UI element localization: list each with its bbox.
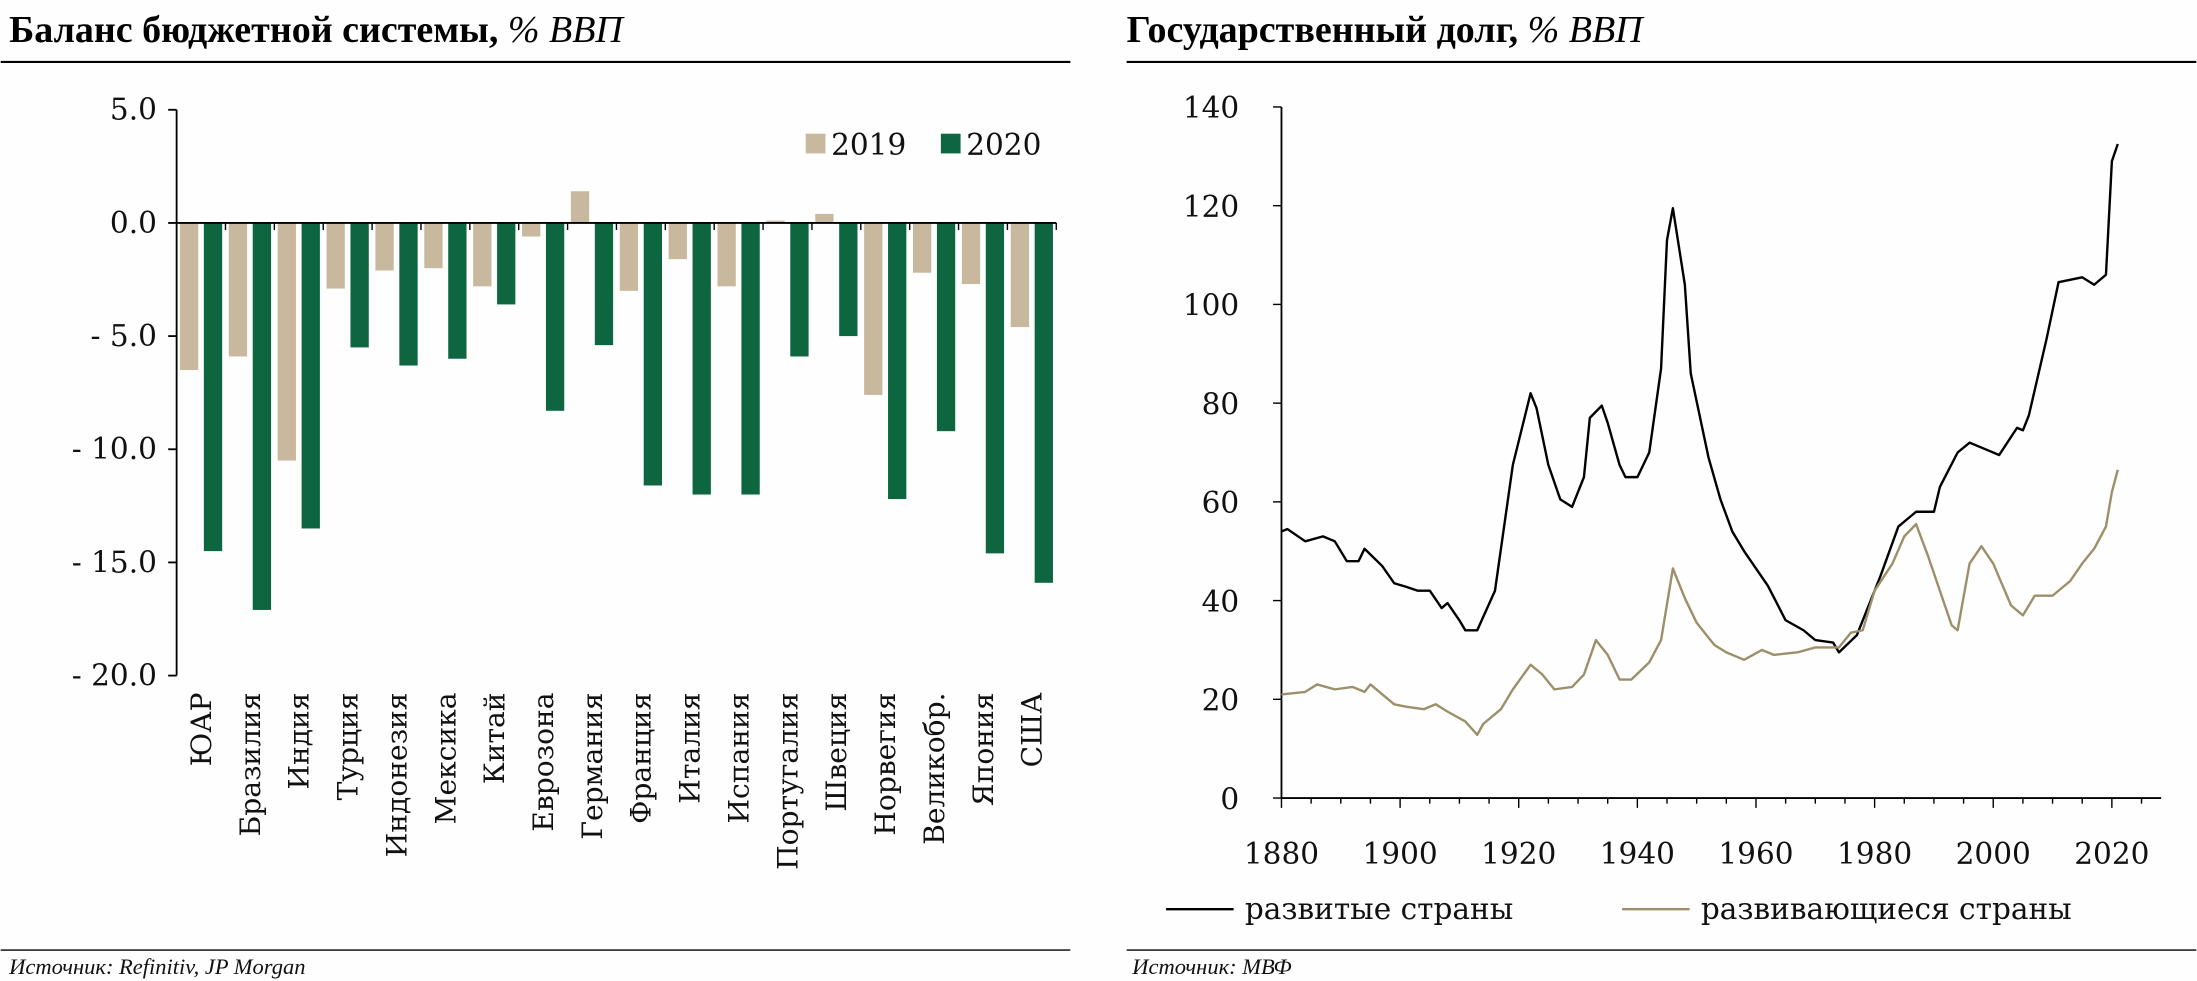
category-label: Еврозона [527,692,560,831]
bar-2020-Великобр. [936,222,956,432]
x-tick-label: 1960 [1718,837,1793,871]
x-tick-label: 2000 [1956,837,2031,871]
y-tick-label: 5.0 [110,93,157,127]
y-tick-label: 0.0 [110,206,157,240]
bar-2019-Германия [570,191,590,223]
y-tick-label: - 20.0 [72,658,157,692]
legend-label-developing: развивающиеся страны [1701,892,2072,926]
category-label: Великобр. [918,692,951,844]
bar-2019-Великобр. [912,222,932,273]
bar-2019-ЮАР [179,222,199,371]
category-label: Турция [332,692,365,800]
bar-2020-Германия [594,222,614,346]
bar-2020-Бразилия [252,222,272,610]
bar-2019-Индия [277,222,296,461]
bar-2020-Турция [350,222,369,348]
bar-2020-Мексика [448,222,467,359]
legend-label-2020: 2020 [966,128,1041,162]
bar-2020-Китай [497,222,516,305]
x-tick-label: 2020 [2074,837,2149,871]
category-label: Португалия [771,692,804,869]
budget-chart-title: Баланс бюджетной системы, % ВВП [9,9,625,51]
category-label: Мексика [429,692,462,824]
bar-2019-Еврозона [522,222,541,237]
y-tick-label: - 5.0 [91,319,157,353]
category-label: Бразилия [234,692,267,836]
bar-2019-Норвегия [864,222,883,395]
bar-2020-Франция [643,222,662,486]
bar-2019-Бразилия [228,222,248,357]
series-line-developing [1281,469,2119,737]
y-tick-label: 20 [1202,684,1240,718]
x-tick-label: 1920 [1481,837,1556,871]
category-label: Испания [722,692,755,823]
bar-2019-США [1010,222,1030,328]
bar-2020-ЮАР [203,222,223,552]
x-tick-label: 1980 [1837,837,1912,871]
y-tick-label: 120 [1183,190,1239,224]
debt-source: Источник: МВФ [1131,954,1291,979]
bar-2019-Португалия [766,220,785,223]
bar-2020-Испания [741,222,760,495]
category-label: Индия [283,692,316,789]
debt-chart-title: Государственный долг, % ВВП [1127,9,1646,51]
category-label: США [1016,692,1049,768]
y-tick-label: - 15.0 [72,545,157,579]
bar-2020-Швеция [839,222,858,337]
legend: развитые страны развивающиеся страны [1166,892,2072,926]
category-label: Швеция [820,692,853,811]
y-tick-label: 100 [1183,289,1239,323]
bar-2020-США [1034,222,1053,583]
bar-2020-Япония [985,222,1005,554]
legend-swatch-2019 [805,133,826,154]
bar-2019-Турция [326,222,345,289]
legend-label-2019: 2019 [831,128,906,162]
bar-2019-Франция [619,222,639,291]
bar-2019-Швеция [815,213,834,223]
bar-chart: 5.0 0.0 - 5.0 - 10.0 - 15.0 - 20.0 ЮАР Бразилия… [72,93,1057,870]
debt-panel: Государственный долг, % ВВП 0 20 40 60 80 100… [1127,9,2197,979]
x-tick-label: 1880 [1244,837,1319,871]
y-tick-label: 60 [1202,486,1240,520]
bar-2019-Мексика [424,222,443,269]
legend-swatch-2020 [940,133,961,154]
budget-source: Источник: Refinitiv, JP Morgan [8,954,305,979]
bar-2019-Испания [717,222,736,287]
bar-2020-Италия [692,222,711,495]
bar-2020-Еврозона [545,222,565,411]
category-label: Индонезия [380,692,413,857]
category-label: ЮАР [185,692,218,766]
bar-2020-Португалия [790,222,809,357]
category-label: Германия [576,692,609,839]
category-label: Франция [625,692,658,823]
x-tick-label: 1900 [1362,837,1437,871]
bar-2019-Италия [668,222,687,260]
y-tick-label: 80 [1202,387,1240,421]
bar-2019-Китай [473,222,492,287]
y-tick-label: 40 [1202,585,1240,619]
bar-2019-Япония [961,222,981,285]
bar-2020-Норвегия [888,222,907,500]
y-tick-label: - 10.0 [72,432,157,466]
bar-2020-Индия [301,222,320,529]
series-line-developed [1281,143,2119,654]
category-label: Норвегия [869,692,902,835]
y-tick-label: 0 [1220,782,1239,816]
y-tick-label: 140 [1183,91,1239,125]
line-chart: 0 20 40 60 80 100 120 140 1880 1900 1920 1940 1960 19… [1166,91,2162,926]
bar-2019-Индонезия [375,222,394,271]
x-tick-label: 1940 [1600,837,1675,871]
category-label: Япония [967,692,1000,806]
category-label: Китай [478,692,511,784]
legend: 2019 2020 [805,128,1041,162]
budget-balance-panel: Баланс бюджетной системы, % ВВП 5.0 0.0 - … [0,9,1071,979]
bar-2020-Индонезия [399,222,418,366]
legend-label-developed: развитые страны [1245,892,1513,926]
category-label: Италия [674,692,707,803]
